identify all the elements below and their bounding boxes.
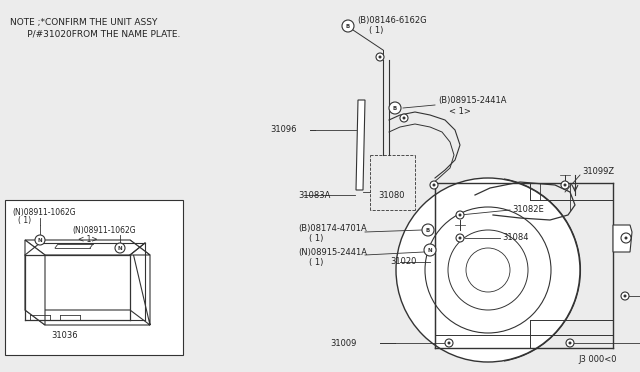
Circle shape [400, 114, 408, 122]
Circle shape [568, 341, 572, 344]
Text: (N)08911-1062G: (N)08911-1062G [72, 225, 136, 234]
Text: B: B [393, 106, 397, 110]
Circle shape [466, 248, 510, 292]
Text: 31082E: 31082E [512, 205, 544, 215]
Text: 31099Z: 31099Z [582, 167, 614, 176]
Polygon shape [25, 240, 150, 255]
Text: 31084: 31084 [502, 234, 529, 243]
Circle shape [621, 233, 631, 243]
Circle shape [430, 181, 438, 189]
Text: (B)08174-4701A: (B)08174-4701A [298, 224, 367, 232]
Circle shape [389, 102, 401, 114]
Text: 31080: 31080 [378, 190, 404, 199]
Polygon shape [25, 240, 45, 325]
Circle shape [35, 235, 45, 245]
Circle shape [342, 20, 354, 32]
Circle shape [445, 339, 453, 347]
Circle shape [623, 295, 627, 298]
Circle shape [625, 237, 627, 240]
Circle shape [561, 181, 569, 189]
Circle shape [458, 237, 461, 240]
Circle shape [424, 244, 436, 256]
Text: N: N [38, 237, 42, 243]
Text: N: N [428, 247, 432, 253]
Text: ( 1): ( 1) [309, 234, 323, 243]
Text: 31036: 31036 [52, 330, 78, 340]
Text: ( 1): ( 1) [18, 215, 31, 224]
Text: NOTE ;*CONFIRM THE UNIT ASSY: NOTE ;*CONFIRM THE UNIT ASSY [10, 17, 157, 26]
Circle shape [396, 178, 580, 362]
Text: N: N [118, 246, 122, 250]
Text: ( 1): ( 1) [369, 26, 383, 35]
Circle shape [448, 230, 528, 310]
Text: J3 000<0: J3 000<0 [578, 356, 616, 365]
Polygon shape [25, 240, 150, 325]
Circle shape [563, 183, 566, 186]
Text: (B)08915-2441A: (B)08915-2441A [438, 96, 506, 105]
Circle shape [456, 234, 464, 242]
Text: B: B [346, 23, 350, 29]
Circle shape [403, 116, 406, 119]
Circle shape [425, 207, 551, 333]
Polygon shape [613, 225, 632, 252]
Circle shape [447, 341, 451, 344]
Bar [5, 200, 183, 355]
Text: 31020: 31020 [390, 257, 417, 266]
Text: 31009: 31009 [330, 339, 356, 347]
Text: 31096: 31096 [270, 125, 296, 135]
Circle shape [458, 214, 461, 217]
Text: < 1>: < 1> [78, 235, 98, 244]
Polygon shape [356, 100, 365, 190]
Text: ( 1): ( 1) [309, 257, 323, 266]
Text: (N)08915-2441A: (N)08915-2441A [298, 247, 367, 257]
Text: B: B [426, 228, 430, 232]
Circle shape [621, 292, 629, 300]
Circle shape [115, 243, 125, 253]
Text: 31083A: 31083A [298, 190, 330, 199]
Circle shape [566, 339, 574, 347]
Circle shape [422, 224, 434, 236]
Circle shape [433, 183, 435, 186]
Text: P/#31020FROM THE NAME PLATE.: P/#31020FROM THE NAME PLATE. [10, 29, 180, 38]
Circle shape [456, 211, 464, 219]
Text: (N)08911-1062G: (N)08911-1062G [12, 208, 76, 217]
Text: (B)08146-6162G: (B)08146-6162G [357, 16, 427, 25]
Text: < 1>: < 1> [449, 108, 471, 116]
Circle shape [378, 55, 381, 58]
Circle shape [376, 53, 384, 61]
